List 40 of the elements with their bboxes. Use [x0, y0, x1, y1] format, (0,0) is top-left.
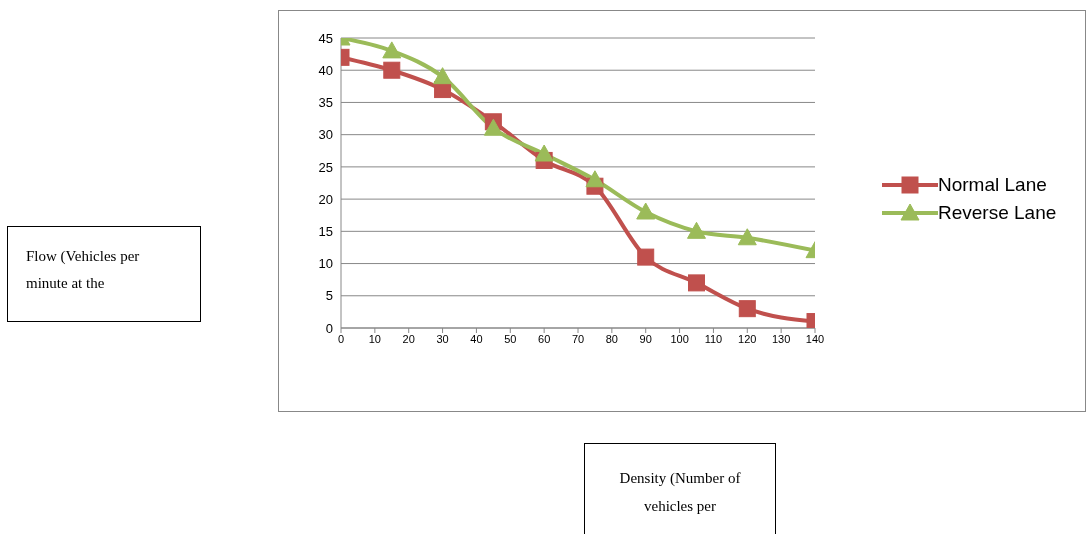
y-tick-label: 30	[318, 127, 333, 143]
y-tick-label: 35	[318, 95, 333, 111]
point	[636, 202, 656, 220]
point	[383, 61, 401, 79]
label-box: Density (Number of vehicles per	[584, 443, 776, 534]
x-tick-label: 20	[402, 332, 415, 345]
y-tick-label: 15	[318, 223, 333, 239]
y-tick-label: 20	[318, 191, 333, 207]
point	[433, 67, 453, 85]
y-tick-label: 10	[318, 256, 333, 272]
x-tick-label: 40	[470, 332, 483, 345]
y-tick-label: 45	[318, 30, 333, 46]
point	[688, 274, 705, 292]
y-tick-label: 40	[318, 62, 333, 78]
legend-label: Normal Lane	[938, 174, 1047, 196]
point	[637, 248, 655, 266]
y-tick-label: 25	[318, 159, 333, 175]
x-tick-label: 10	[368, 332, 381, 345]
y-tick-label: 5	[325, 288, 333, 304]
x-tick-label: 120	[738, 332, 757, 345]
point	[585, 170, 605, 188]
x-tick-label: 0	[337, 332, 345, 345]
x-tick-label: 110	[704, 332, 723, 345]
x-tick-label: 100	[670, 332, 689, 345]
x-tick-label: 30	[436, 332, 449, 345]
x-tick-label: 70	[571, 332, 585, 345]
point	[382, 41, 402, 59]
legend-label: Reverse Lane	[938, 202, 1057, 224]
label-box: Flow (Vehicles per minute at the	[7, 226, 201, 322]
point	[738, 300, 756, 318]
x-tick-label: 90	[639, 332, 652, 345]
point	[737, 228, 757, 246]
point	[687, 221, 706, 239]
x-tick-label: 140	[805, 332, 825, 345]
point	[534, 144, 554, 162]
x-tick-label: 130	[771, 332, 791, 345]
x-tick-label: 50	[504, 332, 517, 345]
point	[483, 118, 503, 136]
x-tick-label: 60	[538, 332, 551, 345]
x-tick-label: 80	[605, 332, 618, 345]
